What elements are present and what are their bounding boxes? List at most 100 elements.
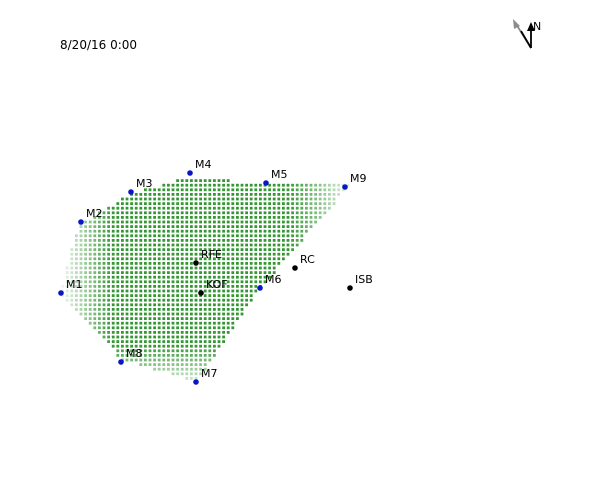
- plume-cell: [254, 252, 258, 256]
- plume-cell: [171, 317, 175, 320]
- plume-cell: [116, 326, 120, 330]
- monitor-marker-icon[interactable]: [187, 170, 193, 176]
- plume-cell: [208, 349, 212, 353]
- plume-cell: [125, 271, 129, 274]
- site-station-rc[interactable]: RC: [292, 253, 315, 271]
- plume-cell: [231, 188, 235, 192]
- plume-cell: [121, 294, 124, 297]
- plume-cell: [222, 298, 225, 302]
- plume-cell: [88, 243, 92, 247]
- plume-cell: [171, 248, 175, 251]
- plume-cell: [309, 220, 313, 224]
- plume-cell: [157, 197, 161, 201]
- monitor-station-m4[interactable]: M4: [187, 158, 212, 176]
- plume-cell: [148, 229, 152, 233]
- site-marker-icon[interactable]: [347, 285, 353, 291]
- monitor-station-m9[interactable]: M9: [342, 172, 367, 190]
- plume-cell: [226, 225, 230, 228]
- plume-cell: [75, 271, 78, 274]
- plume-cell: [231, 248, 235, 251]
- plume-cell: [222, 257, 225, 261]
- plume-cell: [282, 229, 285, 233]
- plume-cell: [121, 266, 124, 270]
- monitor-station-m5[interactable]: M5: [263, 168, 288, 186]
- plume-cell: [203, 243, 207, 247]
- plume-cell: [217, 257, 221, 261]
- plume-cell: [213, 211, 216, 215]
- plume-cell: [199, 349, 202, 353]
- monitor-marker-icon[interactable]: [128, 189, 134, 195]
- monitor-station-m7[interactable]: M7: [193, 367, 218, 385]
- monitor-marker-icon[interactable]: [58, 290, 64, 296]
- plume-cell: [116, 206, 120, 210]
- plume-cell: [125, 289, 129, 293]
- site-marker-icon[interactable]: [292, 265, 298, 271]
- plume-cell: [199, 275, 202, 279]
- site-station-kof[interactable]: KOF: [198, 278, 228, 296]
- plume-cell: [185, 252, 189, 256]
- plume-cell: [180, 220, 184, 224]
- plume-cell: [75, 285, 78, 288]
- plume-cell: [176, 202, 179, 205]
- plume-cell: [111, 303, 115, 307]
- plume-cell: [157, 340, 161, 343]
- plume-cell: [157, 262, 161, 265]
- site-marker-icon[interactable]: [193, 260, 199, 266]
- plume-cell: [176, 257, 179, 261]
- plume-cell: [208, 358, 212, 362]
- monitor-label: M9: [350, 172, 367, 185]
- plume-cell: [162, 225, 166, 228]
- plume-cell: [203, 179, 207, 182]
- plume-cell: [222, 285, 225, 288]
- plume-cell: [153, 354, 156, 357]
- monitor-marker-icon[interactable]: [193, 379, 199, 385]
- plume-cell: [259, 234, 262, 238]
- plume-cell: [185, 275, 189, 279]
- plume-cell: [144, 216, 147, 219]
- monitor-station-m6[interactable]: M6: [257, 273, 282, 291]
- monitor-marker-icon[interactable]: [78, 219, 84, 225]
- monitor-marker-icon[interactable]: [263, 180, 269, 186]
- plume-cell: [171, 372, 175, 376]
- monitor-station-m2[interactable]: M2: [78, 207, 103, 225]
- site-station-isb[interactable]: ISB: [347, 273, 373, 291]
- plume-cell: [88, 252, 92, 256]
- plume-cell: [305, 229, 308, 233]
- plume-cell: [282, 206, 285, 210]
- plume-cell: [125, 298, 129, 302]
- plume-cell: [217, 312, 221, 316]
- plume-cell: [240, 216, 244, 219]
- monitor-station-m8[interactable]: M8: [118, 347, 143, 365]
- monitor-marker-icon[interactable]: [257, 285, 263, 291]
- plume-cell: [194, 358, 198, 362]
- plume-cell: [116, 349, 120, 353]
- plume-cell: [121, 321, 124, 325]
- plume-cell: [171, 321, 175, 325]
- plume-cell: [157, 229, 161, 233]
- plume-cell: [231, 262, 235, 265]
- plume-cell: [180, 266, 184, 270]
- plume-cell: [222, 340, 225, 343]
- plume-cell: [148, 326, 152, 330]
- plume-cell: [222, 308, 225, 311]
- monitor-station-m1[interactable]: M1: [58, 278, 83, 296]
- plume-cell: [213, 344, 216, 348]
- plume-cell: [139, 317, 143, 320]
- monitor-marker-icon[interactable]: [118, 359, 124, 365]
- monitor-station-m3[interactable]: M3: [128, 177, 153, 195]
- site-label: RC: [300, 253, 315, 266]
- plume-cell: [190, 280, 193, 284]
- plume-cell: [300, 220, 304, 224]
- plume-cell: [231, 211, 235, 215]
- plume-cell: [203, 202, 207, 205]
- plume-cell: [157, 188, 161, 192]
- plume-cell: [231, 183, 235, 187]
- plume-cell: [236, 183, 239, 187]
- site-station-rfe[interactable]: RFE: [193, 248, 222, 266]
- plume-cell: [194, 239, 198, 242]
- plume-cell: [134, 358, 138, 362]
- plume-cell: [222, 220, 225, 224]
- site-marker-icon[interactable]: [198, 290, 204, 296]
- monitor-marker-icon[interactable]: [342, 184, 348, 190]
- plume-cell: [240, 275, 244, 279]
